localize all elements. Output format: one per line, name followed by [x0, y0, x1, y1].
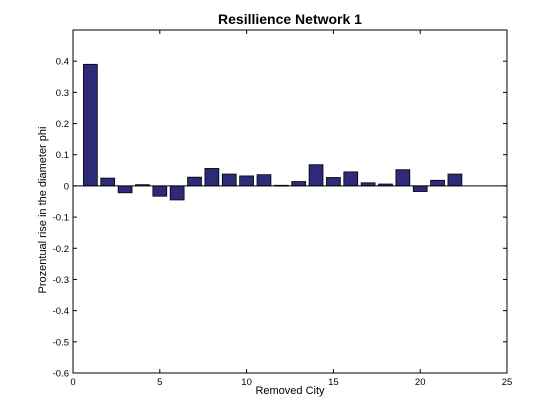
x-tick-label: 10: [241, 377, 252, 388]
bar-20: [413, 186, 427, 192]
bar-8: [205, 168, 219, 185]
bar-15: [326, 177, 340, 185]
bar-9: [222, 174, 236, 186]
y-tick-label: 0.1: [56, 150, 69, 161]
y-tick-label: 0.4: [56, 57, 69, 68]
y-tick-label: 0: [64, 181, 69, 192]
bar-7: [188, 177, 202, 186]
bar-1: [83, 64, 97, 186]
y-tick-label: -0.6: [53, 369, 69, 380]
y-tick-label: 0.2: [56, 119, 69, 130]
bar-19: [396, 170, 410, 186]
y-tick-label: -0.5: [53, 337, 69, 348]
chart-title: Resillience Network 1: [218, 11, 362, 27]
y-tick-label: 0.3: [56, 88, 69, 99]
y-axis-label: Prozentual rise in the diameter phi: [37, 127, 49, 294]
bar-2: [101, 178, 115, 186]
y-tick-label: -0.1: [53, 213, 69, 224]
x-tick-label: 15: [328, 377, 339, 388]
y-tick-label: -0.3: [53, 275, 69, 286]
x-tick-label: 25: [502, 377, 513, 388]
y-tick-label: -0.4: [53, 306, 69, 317]
x-tick-label: 0: [70, 377, 75, 388]
x-tick-label: 5: [157, 377, 162, 388]
bar-13: [292, 182, 306, 186]
y-tick-label: -0.2: [53, 244, 69, 255]
bar-21: [431, 180, 445, 186]
bar-22: [448, 174, 462, 186]
bar-11: [257, 175, 271, 186]
bar-10: [240, 176, 254, 186]
x-axis-label: Removed City: [255, 385, 325, 397]
x-tick-label: 20: [415, 377, 426, 388]
bar-3: [118, 186, 132, 193]
bar-16: [344, 172, 358, 186]
bar-6: [170, 186, 184, 200]
bar-5: [153, 186, 167, 196]
bar-14: [309, 165, 323, 186]
